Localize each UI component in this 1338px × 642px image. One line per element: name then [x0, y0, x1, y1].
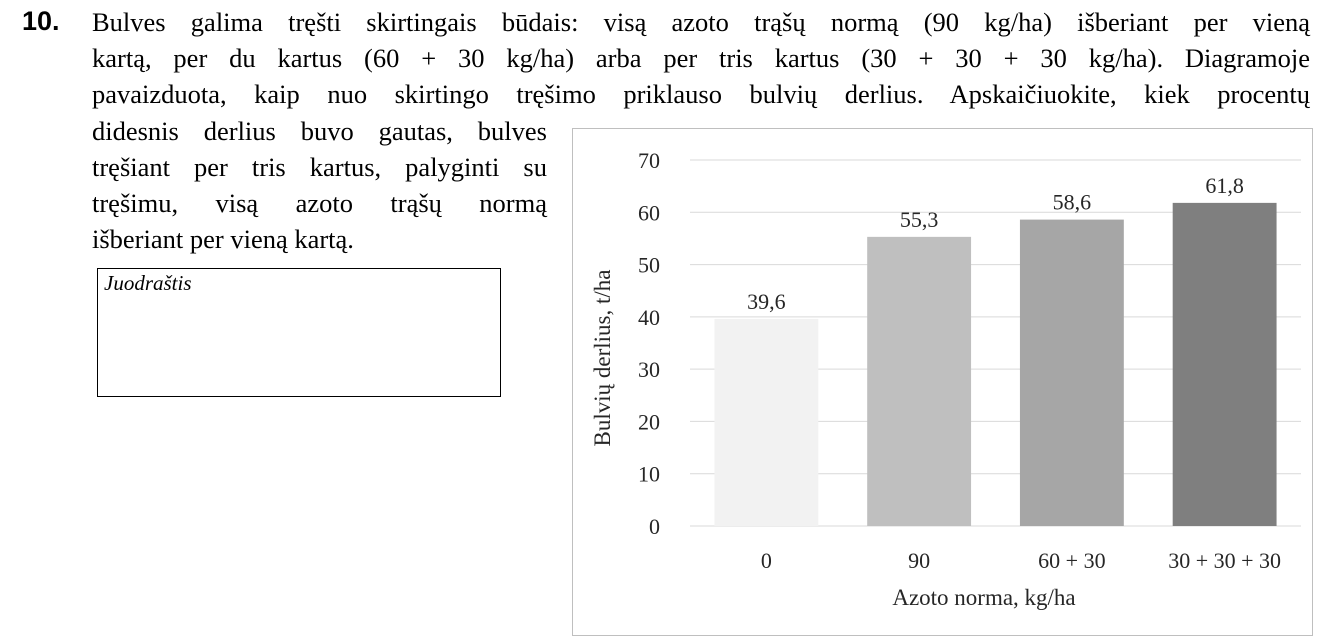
question-text-line-3: pavaizduota, kaip nuo skirtingo tręšimo … [92, 79, 1310, 109]
question-text-line-5: tręšiant per tris kartus, palyginti su [92, 152, 547, 182]
question-text-line-2: kartą, per du kartus (60 + 30 kg/ha) arb… [92, 43, 1310, 73]
bar [1172, 202, 1277, 527]
y-tick-label: 10 [638, 462, 660, 487]
data-label: 61,8 [1205, 173, 1244, 198]
data-label: 58,6 [1053, 190, 1092, 215]
y-tick-label: 40 [638, 305, 660, 330]
question-number: 10. [22, 6, 60, 36]
bar [1019, 219, 1124, 526]
chart-frame: 0 10 20 30 40 50 60 70 39,6 0 55,3 90 58,6 60 + 30 61,… [572, 128, 1313, 636]
x-tick-label: 60 + 30 [1038, 548, 1105, 573]
y-tick-label: 50 [638, 253, 660, 278]
y-tick-label: 60 [638, 200, 660, 225]
bar [714, 318, 819, 526]
data-label: 39,6 [747, 289, 786, 314]
y-tick-label: 20 [638, 409, 660, 434]
x-tick-label: 90 [908, 548, 930, 573]
y-tick-label: 70 [638, 148, 660, 173]
draft-box[interactable]: Juodraštis [97, 268, 501, 397]
question-text-line-1: Bulves galima tręšti skirtingais būdais:… [92, 7, 1310, 37]
y-axis-label: Bulvių derlius, t/ha [590, 270, 615, 447]
data-label: 55,3 [900, 207, 939, 232]
x-tick-label: 0 [761, 548, 772, 573]
y-tick-label: 0 [649, 514, 660, 539]
x-axis-label: Azoto norma, kg/ha [892, 585, 1075, 610]
x-tick-label: 30 + 30 + 30 [1168, 548, 1281, 573]
question-text-line-7: išberiant per vieną kartą. [92, 224, 354, 254]
question-text-line-6: tręšimu, visą azoto trąšų normą [92, 188, 547, 218]
draft-label: Juodraštis [104, 271, 192, 295]
question-text-line-4: didesnis derlius buvo gautas, bulves [92, 116, 547, 146]
y-tick-label: 30 [638, 357, 660, 382]
bar [867, 236, 972, 527]
bar-chart: 0 10 20 30 40 50 60 70 39,6 0 55,3 90 58,6 60 + 30 61,… [590, 148, 1301, 610]
